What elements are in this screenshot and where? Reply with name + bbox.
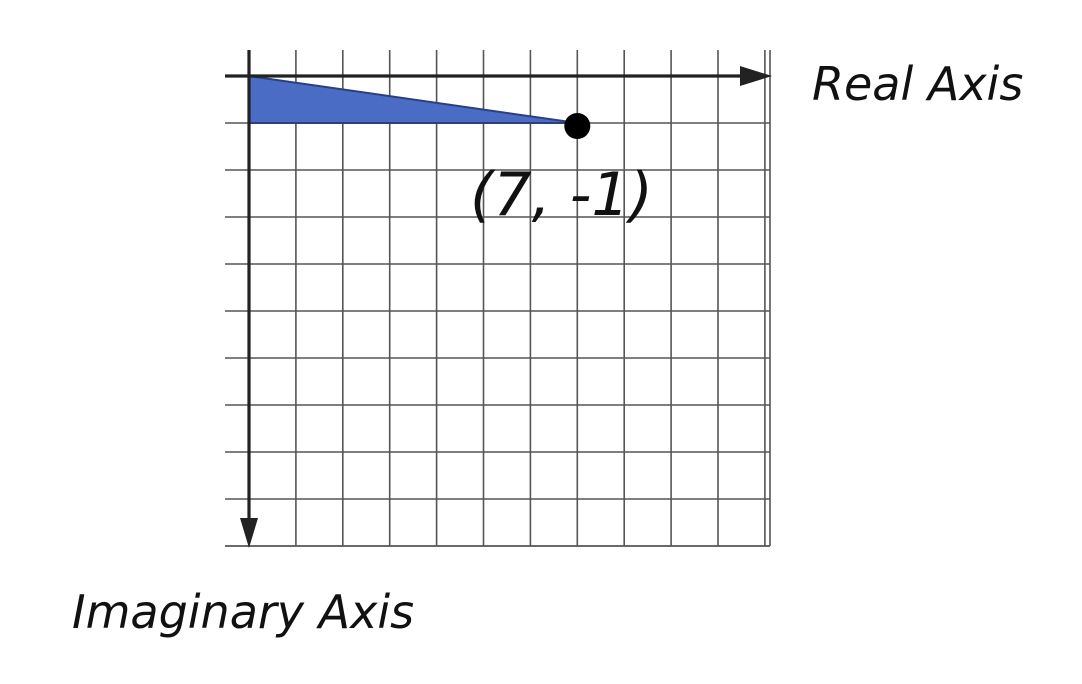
- grid: [225, 50, 771, 547]
- imaginary-axis-arrowhead: [240, 518, 258, 548]
- point-label: (7, -1): [470, 160, 653, 230]
- shaded-triangle: [248, 74, 578, 124]
- plotted-point: [564, 113, 591, 139]
- imaginary-axis-label: Imaginary Axis: [72, 585, 414, 639]
- real-axis-arrowhead: [740, 66, 772, 86]
- axes: [225, 50, 772, 548]
- real-axis-label: Real Axis: [812, 57, 1023, 111]
